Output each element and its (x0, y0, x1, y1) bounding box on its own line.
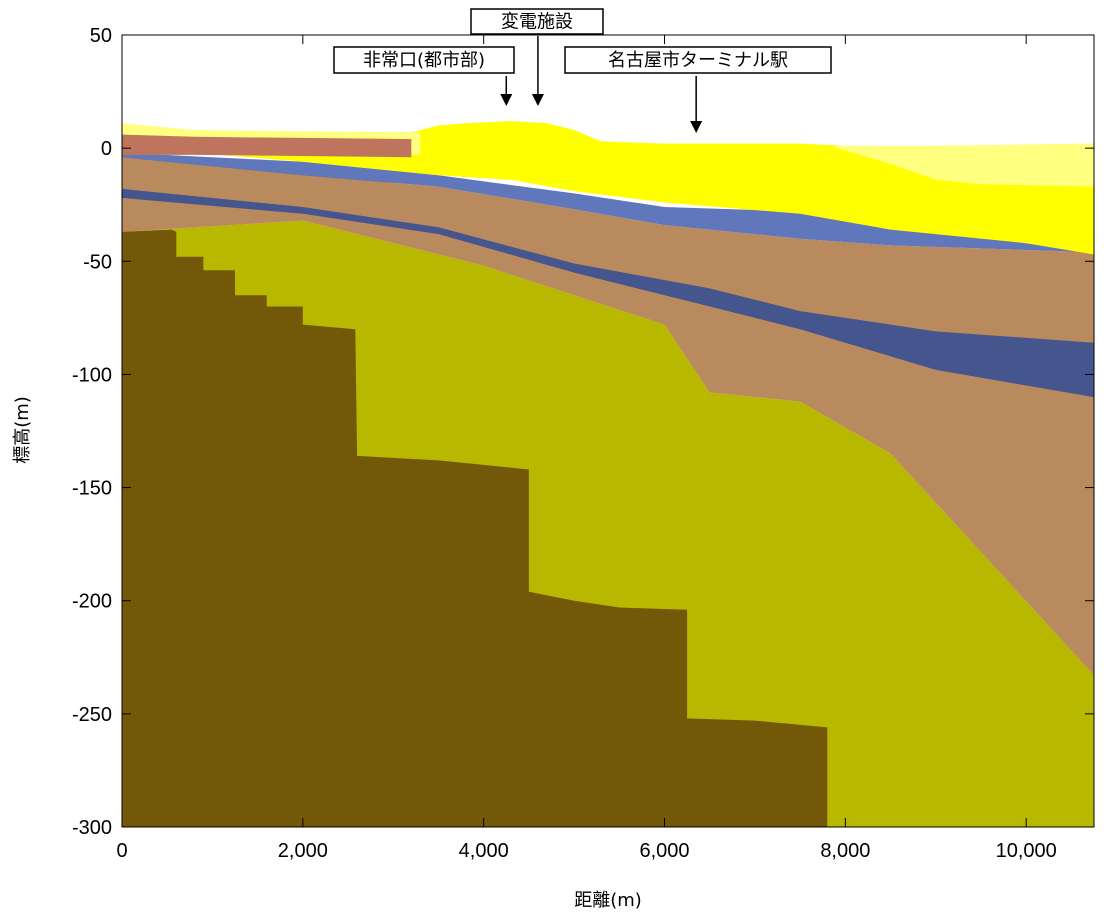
y-tick-label: 0 (101, 138, 112, 160)
annotation-arrowhead (690, 121, 703, 133)
annotation-box (470, 8, 604, 35)
annotation-0: 非常口(都市部) (333, 46, 515, 106)
x-tick-label: 8,000 (820, 840, 870, 862)
plot-frame (121, 34, 1095, 828)
y-tick-label: -50 (83, 251, 112, 273)
annotation-arrowhead (531, 94, 544, 106)
y-tick-label: -250 (72, 704, 112, 726)
y-tick-label: -200 (72, 591, 112, 613)
annotation-2: 名古屋市ターミナル駅 (564, 46, 832, 133)
geologic-layers (122, 121, 1095, 828)
y-tick-label: -150 (72, 478, 112, 500)
annotation-arrowhead (500, 94, 513, 106)
x-axis: 0 2,000 4,000 6,000 8,000 10,000 (116, 35, 1057, 862)
x-tick-label: 6,000 (639, 840, 689, 862)
annotation-1: 変電施設 (470, 8, 604, 106)
x-tick-label: 2,000 (278, 840, 328, 862)
x-axis-title: 距離(m) (574, 890, 642, 911)
annotation-box (333, 46, 515, 74)
layer-blue-4 (122, 152, 1094, 253)
x-tick-label: 10,000 (996, 840, 1057, 862)
y-tick-label: 50 (90, 25, 112, 47)
layer-bedrock-9 (122, 229, 828, 828)
annotation-label: 非常口(都市部) (363, 50, 485, 71)
annotation-label: 変電施設 (501, 12, 573, 33)
annotation-label: 名古屋市ターミナル駅 (608, 50, 788, 71)
layer-tan-3 (122, 157, 1094, 343)
plot-border (121, 34, 1095, 828)
y-axis: 50 0 -50 -100 -150 -200 -250 -300 (72, 25, 1094, 839)
layer-paleyellow-7 (836, 143, 1094, 187)
x-tick-label: 0 (116, 840, 127, 862)
x-tick-label: 4,000 (459, 840, 509, 862)
annotation-box (564, 46, 832, 74)
y-axis-title: 標高(m) (12, 396, 33, 464)
layer-darkblue-2 (122, 157, 1094, 398)
layer-brick-8 (122, 134, 412, 158)
y-tick-label: -300 (72, 817, 112, 839)
y-tick-label: -100 (72, 364, 112, 386)
